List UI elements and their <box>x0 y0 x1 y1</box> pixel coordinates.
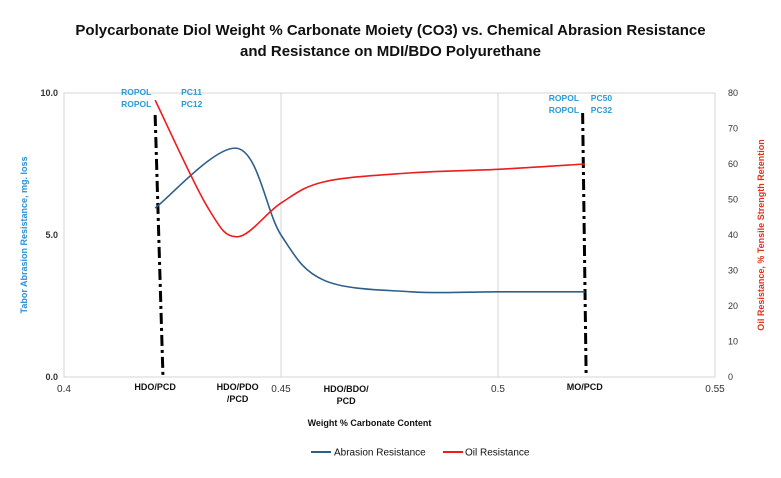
marker-label-ropol: ROPOL <box>549 105 579 115</box>
x-tick-label: 0.5 <box>491 384 505 395</box>
y-left-tick-label: 10.0 <box>40 88 58 98</box>
marker-label-code: PC32 <box>591 105 613 115</box>
category-label: /PCD <box>227 394 249 404</box>
marker-line-mo-pcd <box>581 112 588 374</box>
series-line-oil <box>154 99 585 238</box>
marker-label-code: PC11 <box>181 87 202 97</box>
y-right-tick-label: 10 <box>728 337 738 347</box>
marker-label-ropol: ROPOL <box>121 99 151 109</box>
marker-label-code: PC50 <box>591 93 613 103</box>
marker-label-code: PC12 <box>181 99 203 109</box>
y-right-tick-label: 80 <box>728 88 738 98</box>
series-line-abrasion <box>154 147 585 294</box>
chart-subtitle: and Resistance on MDI/BDO Polyurethane <box>240 43 541 60</box>
category-label: PCD <box>337 396 357 406</box>
chart-title: Polycarbonate Diol Weight % Carbonate Mo… <box>75 22 706 39</box>
y-right-tick-label: 20 <box>728 301 738 311</box>
y-left-axis-title: Tabor Abrasion Resistance, mg. loss <box>19 156 29 313</box>
y-right-tick-label: 70 <box>728 124 738 134</box>
category-label: MO/PCD <box>567 382 604 392</box>
y-left-tick-label: 0.0 <box>45 372 58 382</box>
y-right-axis-title: Oil Resistance, % Tensile Strength Reten… <box>756 139 766 330</box>
y-right-tick-label: 40 <box>728 230 738 240</box>
y-right-tick-label: 50 <box>728 195 738 205</box>
category-label: HDO/PDO <box>217 382 259 392</box>
plot-area <box>63 92 716 378</box>
x-tick-label: 0.45 <box>271 384 291 395</box>
category-label: HDO/BDO/ <box>324 384 369 394</box>
marker-line-hdo-pcd <box>153 114 165 377</box>
x-tick-label: 0.4 <box>57 384 71 395</box>
x-tick-label: 0.55 <box>705 384 725 395</box>
y-left-tick-label: 5.0 <box>45 230 58 240</box>
legend-label-oil: Oil Resistance <box>465 448 530 459</box>
y-right-tick-label: 30 <box>728 266 738 276</box>
marker-label-ropol: ROPOL <box>121 87 151 97</box>
y-right-tick-label: 60 <box>728 159 738 169</box>
x-axis-title: Weight % Carbonate Content <box>308 418 432 428</box>
y-right-tick-label: 0 <box>728 372 733 382</box>
category-label: HDO/PCD <box>134 382 176 392</box>
legend-label-abrasion: Abrasion Resistance <box>334 448 426 459</box>
marker-label-ropol: ROPOL <box>549 93 579 103</box>
